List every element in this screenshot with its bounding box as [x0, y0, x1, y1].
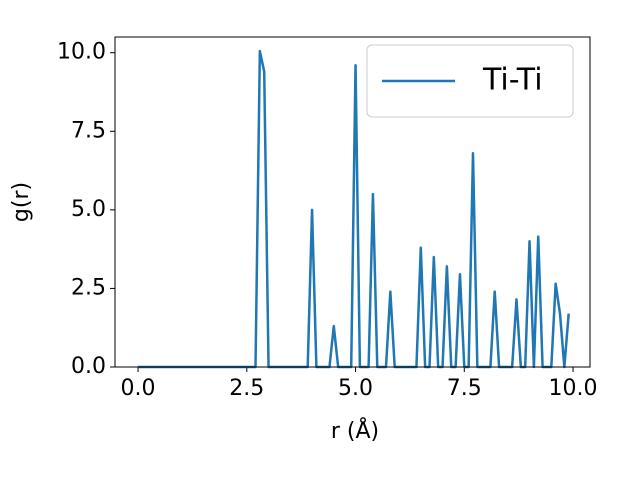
legend-label: Ti-Ti: [482, 63, 543, 98]
x-tick-label: 10.0: [549, 376, 598, 401]
x-tick-label: 0.0: [121, 376, 156, 401]
x-tick-label: 5.0: [338, 376, 373, 401]
x-tick-label: 2.5: [229, 376, 264, 401]
x-tick-label: 7.5: [447, 376, 482, 401]
y-tick-label: 0.0: [71, 354, 106, 379]
legend-box: [366, 44, 574, 118]
y-tick-label: 5.0: [71, 197, 106, 222]
x-axis-label: r (Å): [331, 417, 379, 444]
plot-frame: [114, 36, 591, 368]
y-tick-label: 2.5: [71, 275, 106, 300]
y-tick-label: 10.0: [57, 40, 106, 65]
y-axis-label: g(r): [9, 182, 34, 222]
y-tick-label: 7.5: [71, 118, 106, 143]
